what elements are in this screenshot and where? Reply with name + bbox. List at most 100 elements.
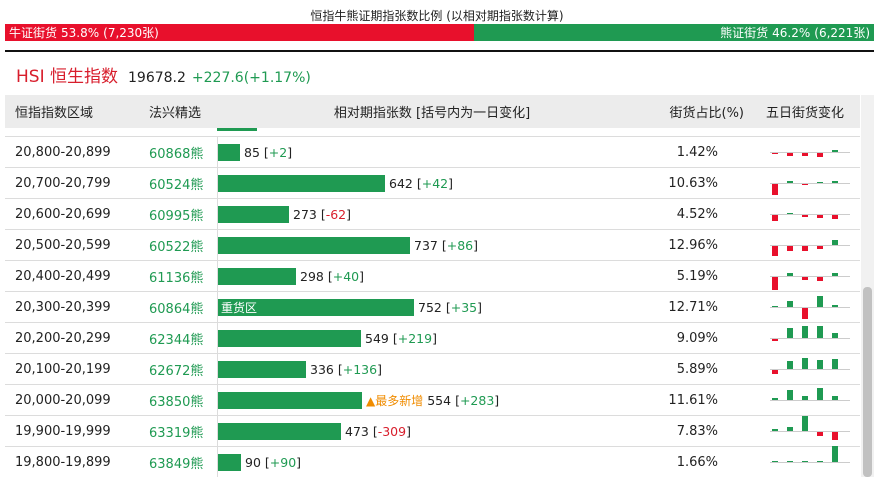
contracts-bar — [218, 329, 361, 347]
five-day-cell — [750, 168, 860, 198]
five-day-bar — [832, 273, 838, 276]
range-cell: 20,000-20,099 — [15, 392, 111, 408]
five-day-bar — [787, 427, 793, 431]
table-header: 恒指指数区域 法兴精选 相对期指张数 [括号内为一日变化] 街货占比(%) 五日… — [5, 95, 860, 128]
contracts-delta: -62 — [325, 206, 347, 222]
bull-count: (7,230张) — [103, 26, 159, 40]
header-contracts: 相对期指张数 [括号内为一日变化] — [333, 106, 531, 121]
range-cell: 20,500-20,599 — [15, 237, 111, 253]
scrollbar-thumb[interactable] — [863, 287, 872, 477]
contracts-cell: 重货区 752 [+35] — [217, 292, 647, 322]
five-day-cell — [750, 137, 860, 167]
contracts-delta: +40 — [332, 268, 360, 284]
five-day-bar — [832, 240, 838, 245]
table-row[interactable]: 20,400-20,499 61136熊 298 [+40] 5.19% — [5, 260, 860, 291]
contracts-number: 298 — [300, 268, 324, 284]
contracts-value: 554 [+283] — [427, 392, 500, 408]
table-row[interactable]: 19,900-19,999 63319熊 473 [-309] 7.83% — [5, 415, 860, 446]
contracts-delta: +283 — [459, 392, 495, 408]
five-day-bar — [817, 182, 823, 183]
five-day-bar — [832, 432, 838, 440]
five-day-bar — [802, 215, 808, 217]
share-cell: 1.42% — [676, 144, 718, 160]
five-day-bar — [802, 153, 808, 156]
warrant-code-link[interactable]: 60868熊 — [149, 146, 204, 162]
warrant-code-link[interactable]: 60864熊 — [149, 301, 204, 317]
range-cell: 20,200-20,299 — [15, 330, 111, 346]
share-cell: 5.19% — [676, 268, 718, 284]
header-five-day: 五日街货变化 — [765, 106, 844, 121]
contracts-value: 549 [+219] — [365, 330, 437, 346]
warrant-code-link[interactable]: 60995熊 — [149, 208, 204, 224]
contracts-delta: +219 — [397, 330, 433, 346]
table-row[interactable]: 20,300-20,399 60864熊 重货区 752 [+35] 12.71% — [5, 291, 860, 322]
warrant-code-link[interactable]: 60522熊 — [149, 239, 204, 255]
table-row[interactable]: 20,800-20,899 60868熊 85 [+2] 1.42% — [5, 136, 860, 167]
five-day-bar — [787, 461, 793, 462]
warrant-code-link[interactable]: 61136熊 — [149, 270, 204, 286]
most-added-tag: ▲最多新增 — [366, 393, 424, 408]
table-row[interactable]: 19,800-19,899 63849熊 90 [+90] 1.66% — [5, 446, 860, 477]
contracts-number: 737 — [414, 237, 438, 253]
contracts-cell: ▲最多新增 554 [+283] — [217, 385, 647, 415]
table-row[interactable]: 20,700-20,799 60524熊 642 [+42] 10.63% — [5, 167, 860, 198]
warrant-code-link[interactable]: 60524熊 — [149, 177, 204, 193]
index-price: 19678.2 — [128, 70, 186, 86]
mini-chart-baseline — [770, 183, 850, 184]
five-day-mini-chart — [770, 323, 850, 353]
five-day-bar — [802, 461, 808, 462]
five-day-bar — [772, 184, 778, 195]
contracts-bar — [218, 422, 341, 440]
five-day-cell — [750, 416, 860, 446]
index-name[interactable]: HSI 恒生指数 — [16, 67, 118, 87]
five-day-mini-chart — [770, 168, 850, 198]
index-quote: HSI 恒生指数 19678.2 +227.6(+1.17%) — [16, 62, 311, 87]
table-row[interactable]: 20,100-20,199 62672熊 336 [+136] 5.89% — [5, 353, 860, 384]
five-day-bar — [772, 429, 778, 431]
table-row[interactable]: 20,500-20,599 60522熊 737 [+86] 12.96% — [5, 229, 860, 260]
warrant-code-link[interactable]: 62672熊 — [149, 363, 204, 379]
share-cell: 9.09% — [676, 330, 718, 346]
contracts-delta: +90 — [269, 454, 297, 470]
contracts-cell: 737 [+86] — [217, 230, 647, 260]
five-day-bar — [802, 277, 808, 280]
section-divider — [5, 50, 874, 52]
warrant-code-link[interactable]: 63319熊 — [149, 425, 204, 441]
contracts-value: 336 [+136] — [310, 361, 382, 377]
contracts-number: 85 — [244, 144, 260, 160]
contracts-cell: 336 [+136] — [217, 354, 647, 384]
range-cell: 19,900-19,999 — [15, 423, 111, 439]
share-cell: 1.66% — [676, 454, 718, 470]
ratio-title: 恒指牛熊证期指张数比例 (以相对期指张数计算) — [310, 9, 564, 23]
five-day-mini-chart — [770, 292, 850, 322]
contracts-cell: 273 [-62] — [217, 199, 647, 229]
contracts-value: 642 [+42] — [389, 175, 453, 191]
partial-row-bar — [217, 128, 257, 131]
warrant-code-link[interactable]: 63849熊 — [149, 456, 204, 472]
contracts-bar — [218, 205, 289, 223]
five-day-bar — [817, 432, 823, 436]
five-day-mini-chart — [770, 230, 850, 260]
contracts-delta: +2 — [268, 144, 288, 160]
contracts-number: 473 — [345, 423, 369, 439]
five-day-bar — [772, 153, 778, 154]
header-share: 街货占比(%) — [669, 106, 745, 121]
five-day-bar — [802, 246, 808, 251]
table-body[interactable]: 20,800-20,899 60868熊 85 [+2] 1.42% 20,700-20… — [5, 128, 860, 477]
five-day-bar — [832, 181, 838, 183]
mini-chart-baseline — [770, 462, 850, 463]
five-day-bar — [817, 246, 823, 249]
table-row[interactable]: 20,200-20,299 62344熊 549 [+219] 9.09% — [5, 322, 860, 353]
table-row[interactable]: 20,000-20,099 63850熊 ▲最多新增 554 [+283] 11.61% — [5, 384, 860, 415]
warrant-code-link[interactable]: 63850熊 — [149, 394, 204, 410]
five-day-bar — [802, 184, 808, 185]
table-row[interactable]: 20,600-20,699 60995熊 273 [-62] 4.52% — [5, 198, 860, 229]
five-day-bar — [817, 215, 823, 218]
warrant-code-link[interactable]: 62344熊 — [149, 332, 204, 348]
five-day-bar — [787, 390, 793, 400]
scrollbar[interactable] — [861, 95, 874, 477]
mini-chart-baseline — [770, 214, 850, 215]
mini-chart-baseline — [770, 369, 850, 370]
bull-pct: 53.8% — [61, 25, 100, 40]
five-day-mini-chart — [770, 199, 850, 229]
